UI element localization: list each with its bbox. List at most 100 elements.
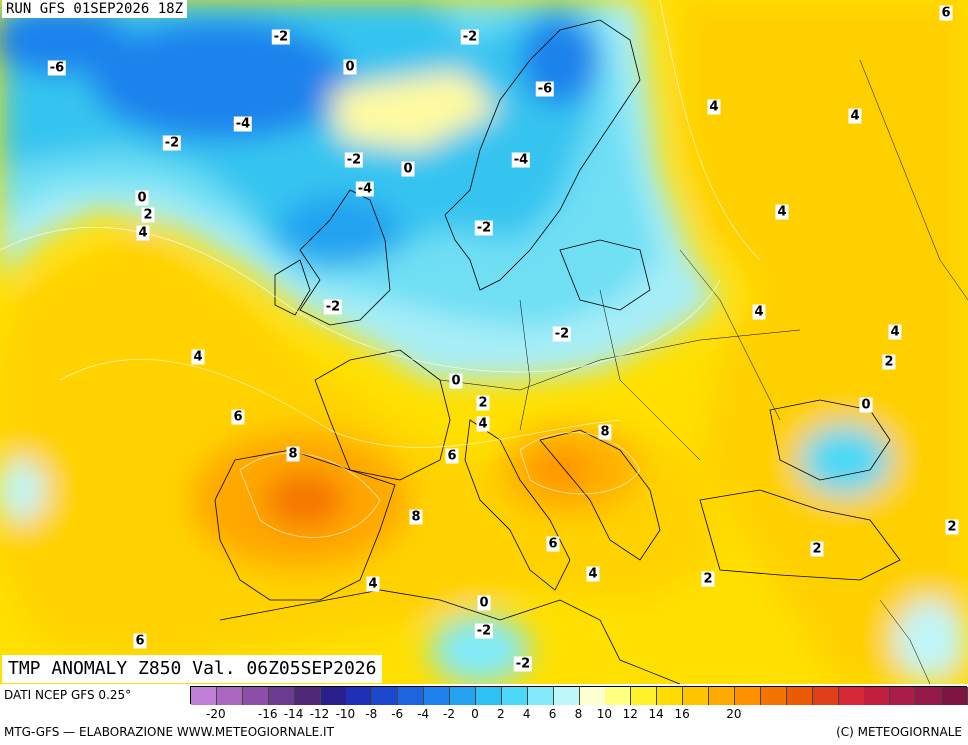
legend-ticks: -20 -16 -14 -12 -10 -8 -6 -4 -2 0 2 4 6 8 10 12 14 16 20 bbox=[190, 707, 967, 723]
run-title: RUN GFS 01SEP2026 18Z bbox=[2, 0, 188, 18]
footer: DATI NCEP GFS 0.25° -20 -16 -14 -12 -10 -8 -6-… bbox=[0, 684, 968, 745]
contour-label: -4 bbox=[233, 116, 253, 132]
legend-swatch bbox=[942, 687, 968, 705]
legend-swatch bbox=[346, 687, 373, 705]
legend-swatch bbox=[812, 687, 839, 705]
coast-great-britain bbox=[299, 189, 391, 326]
isoline-3 bbox=[239, 452, 381, 538]
contour-label: 4 bbox=[775, 204, 789, 220]
legend-swatch bbox=[605, 687, 632, 705]
contour-label: 2 bbox=[882, 354, 896, 370]
legend-swatch bbox=[683, 687, 710, 705]
coast-iberia bbox=[214, 449, 396, 601]
contour-label: -2 bbox=[474, 623, 494, 639]
coast-ireland bbox=[274, 259, 311, 316]
contour-label: 6 bbox=[231, 409, 245, 425]
legend-swatch bbox=[838, 687, 865, 705]
cool-core-scandinavia bbox=[520, 15, 600, 105]
contour-label: -4 bbox=[355, 181, 375, 197]
legend-tick-label: 16 bbox=[674, 707, 690, 721]
credit-right: (C) METEOGIORNALE bbox=[836, 725, 962, 739]
legend-swatch bbox=[398, 687, 425, 705]
cool-spot-africa bbox=[430, 615, 530, 684]
isoline-5 bbox=[659, 0, 761, 261]
contour-label: 6 bbox=[939, 5, 953, 21]
legend-swatch bbox=[372, 687, 399, 705]
legend-swatch bbox=[294, 687, 321, 705]
coast-black-sea bbox=[769, 399, 891, 481]
contour-label: 4 bbox=[476, 416, 490, 432]
isoline-4 bbox=[519, 432, 641, 495]
contour-label: 2 bbox=[476, 395, 490, 411]
cool-spot-black-sea bbox=[800, 425, 890, 495]
border-line-5 bbox=[859, 59, 968, 301]
contour-label: 0 bbox=[477, 595, 491, 611]
legend-swatch bbox=[786, 687, 813, 705]
contour-label: -2 bbox=[344, 152, 364, 168]
contour-label: -6 bbox=[47, 60, 67, 76]
contour-label: 4 bbox=[707, 99, 721, 115]
coastlines bbox=[214, 19, 901, 684]
contour-label: 0 bbox=[135, 190, 149, 206]
contour-label: -2 bbox=[460, 29, 480, 45]
border-line-1 bbox=[439, 329, 801, 391]
warm-core-balkans bbox=[530, 452, 590, 488]
contour-label: -6 bbox=[535, 81, 555, 97]
legend-swatch bbox=[475, 687, 502, 705]
product-title: TMP ANOMALY Z850 Val. 06Z05SEP2026 bbox=[2, 655, 383, 683]
temperature-anomaly-map bbox=[0, 0, 968, 684]
contour-label: 8 bbox=[409, 509, 423, 525]
contour-label: -2 bbox=[271, 29, 291, 45]
coast-scandinavia bbox=[444, 19, 641, 291]
coast-turkey bbox=[699, 489, 901, 581]
legend-swatch bbox=[916, 687, 943, 705]
legend-swatch bbox=[760, 687, 787, 705]
contour-label: 4 bbox=[586, 566, 600, 582]
contour-label: -2 bbox=[323, 299, 343, 315]
borders bbox=[439, 59, 968, 684]
legend-tick-label: 20 bbox=[726, 707, 742, 721]
warm-east bbox=[680, 0, 968, 684]
contour-label: 2 bbox=[810, 541, 824, 557]
legend-tick-label: -6 bbox=[391, 707, 404, 721]
contour-label: 0 bbox=[449, 373, 463, 389]
contour-label: 0 bbox=[343, 59, 357, 75]
cool-core-atlantic bbox=[90, 20, 350, 140]
legend-swatch bbox=[216, 687, 243, 705]
legend-tick-label: -4 bbox=[417, 707, 430, 721]
legend-tick-label: 6 bbox=[548, 707, 557, 721]
border-line-6 bbox=[879, 599, 931, 684]
legend-tick-label: 8 bbox=[574, 707, 583, 721]
border-line-3 bbox=[599, 289, 701, 461]
legend-swatch bbox=[553, 687, 580, 705]
coast-africa bbox=[219, 589, 681, 684]
contour-label: 6 bbox=[445, 448, 459, 464]
contour-label: 2 bbox=[701, 571, 715, 587]
coast-italy bbox=[464, 419, 571, 591]
legend-tick-label: -20 bbox=[206, 707, 226, 721]
hot-core-iberia bbox=[265, 472, 345, 528]
coast-france bbox=[314, 349, 451, 481]
contour-label: -2 bbox=[552, 326, 572, 342]
contour-label: 4 bbox=[888, 324, 902, 340]
legend-swatch bbox=[450, 687, 476, 705]
legend-swatch bbox=[242, 687, 269, 705]
contour-label: -2 bbox=[513, 656, 533, 672]
cool-spot-levant bbox=[895, 600, 965, 680]
legend-swatch bbox=[734, 687, 761, 705]
coast-balkans bbox=[539, 429, 661, 561]
credit-left: MTG-GFS — ELABORAZIONE WWW.METEOGIORNALE… bbox=[4, 725, 334, 739]
legend-swatch bbox=[268, 687, 295, 705]
border-line-2 bbox=[519, 299, 531, 431]
cool-core-uk bbox=[280, 195, 400, 265]
legend-swatch bbox=[191, 687, 217, 705]
contour-label: 4 bbox=[191, 349, 205, 365]
legend-tick-label: -12 bbox=[309, 707, 330, 721]
contour-label: 0 bbox=[401, 161, 415, 177]
legend-swatch bbox=[424, 687, 451, 705]
legend-swatch bbox=[579, 687, 606, 705]
coast-baltic bbox=[559, 239, 651, 311]
legend-tick-label: -2 bbox=[443, 707, 455, 721]
legend-colorbar bbox=[190, 686, 968, 705]
